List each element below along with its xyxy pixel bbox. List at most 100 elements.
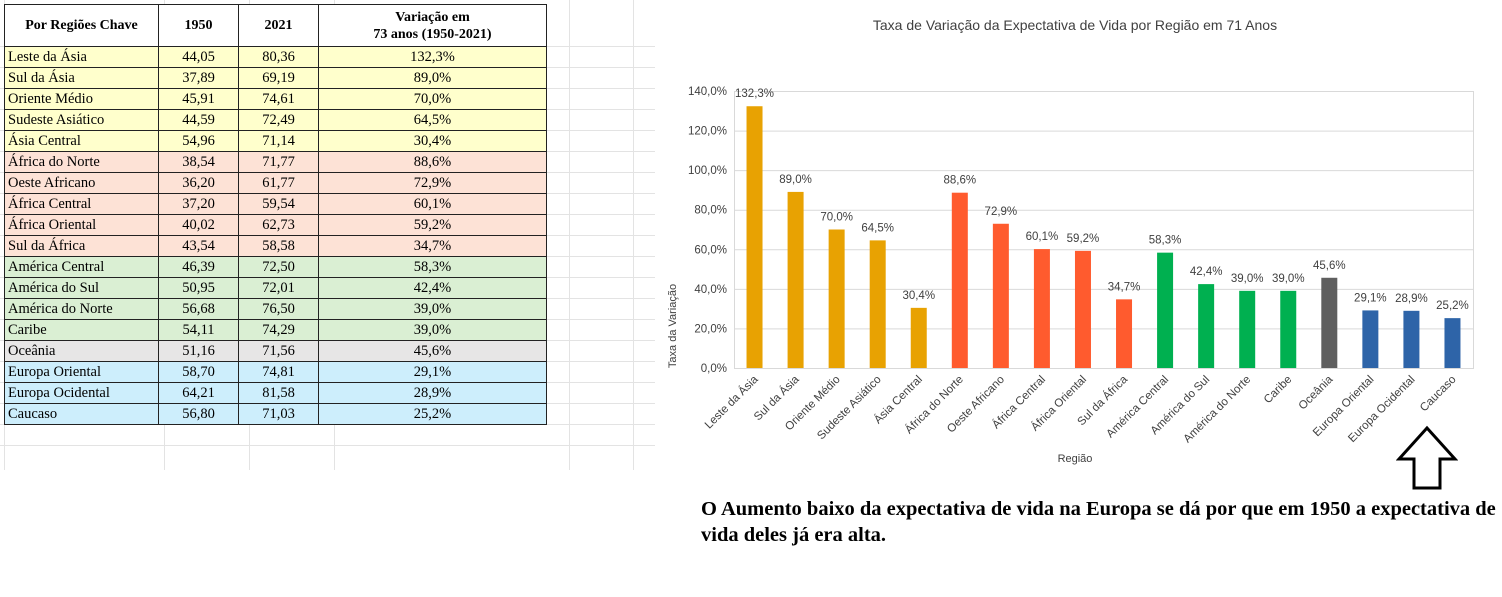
- bar: [1239, 290, 1256, 368]
- cell-2021: 69,19: [238, 67, 319, 89]
- cell-region: América do Sul: [4, 277, 159, 299]
- cell-1950: 64,21: [158, 382, 239, 404]
- cell-1950: 40,02: [158, 214, 239, 236]
- cell-1950: 58,70: [158, 361, 239, 383]
- cell-2021: 80,36: [238, 46, 319, 68]
- data-label: 42,4%: [1190, 266, 1223, 278]
- bar: [1033, 249, 1050, 368]
- table-row: África Central 37,20 59,54 60,1%: [4, 193, 547, 215]
- y-tick-label: 60,0%: [694, 244, 727, 256]
- table-row: Caribe 54,11 74,29 39,0%: [4, 319, 547, 341]
- data-label: 70,0%: [820, 212, 853, 224]
- y-tick-label: 20,0%: [694, 323, 727, 335]
- data-label: 25,2%: [1436, 300, 1469, 312]
- data-label: 64,5%: [861, 222, 894, 234]
- bar: [1321, 277, 1338, 368]
- cell-variation: 64,5%: [318, 109, 547, 131]
- cell-variation: 39,0%: [318, 319, 547, 341]
- bar: [869, 240, 886, 368]
- cell-region: Europa Ocidental: [4, 382, 159, 404]
- data-label: 59,2%: [1067, 233, 1100, 245]
- cell-region: América do Norte: [4, 298, 159, 320]
- bar: [1403, 310, 1420, 368]
- table-body: Leste da Ásia 44,05 80,36 132,3% Sul da Ásia…: [4, 46, 547, 425]
- cell-1950: 45,91: [158, 88, 239, 110]
- cell-1950: 51,16: [158, 340, 239, 362]
- table-header-row: Por Regiões Chave 1950 2021 Variação em …: [4, 4, 547, 47]
- data-label: 60,1%: [1026, 231, 1059, 243]
- header-variation-line2: 73 anos (1950-2021): [373, 26, 492, 42]
- table-row: América do Norte 56,68 76,50 39,0%: [4, 298, 547, 320]
- cell-region: Caucaso: [4, 403, 159, 425]
- cell-variation: 89,0%: [318, 67, 547, 89]
- chart-title: Taxa de Variação da Expectativa de Vida …: [873, 17, 1277, 33]
- data-label: 34,7%: [1108, 281, 1141, 293]
- cell-region: África Central: [4, 193, 159, 215]
- cell-2021: 71,14: [238, 130, 319, 152]
- cell-2021: 74,81: [238, 361, 319, 383]
- data-label: 72,9%: [985, 206, 1018, 218]
- header-variation-line1: Variação em: [395, 9, 470, 25]
- table-row: América Central 46,39 72,50 58,3%: [4, 256, 547, 278]
- cell-variation: 29,1%: [318, 361, 547, 383]
- cell-2021: 58,58: [238, 235, 319, 257]
- cell-1950: 54,96: [158, 130, 239, 152]
- bar: [1157, 252, 1174, 368]
- bar: [828, 229, 845, 368]
- bar: [1444, 318, 1461, 368]
- variation-bar-chart: Taxa de Variação da Expectativa de Vida …: [667, 17, 1474, 465]
- cell-region: Oeste Africano: [4, 172, 159, 194]
- cell-1950: 37,89: [158, 67, 239, 89]
- cell-region: Oceânia: [4, 340, 159, 362]
- cell-variation: 30,4%: [318, 130, 547, 152]
- note-text: O Aumento baixo da expectativa de vida n…: [701, 498, 1496, 546]
- data-label: 89,0%: [779, 174, 812, 186]
- cell-2021: 59,54: [238, 193, 319, 215]
- y-axis-label: Taxa da Variação: [667, 284, 679, 368]
- cell-variation: 45,6%: [318, 340, 547, 362]
- data-label: 58,3%: [1149, 235, 1182, 247]
- data-label: 29,1%: [1354, 292, 1387, 304]
- bar: [1198, 284, 1215, 368]
- table-row: Oeste Africano 36,20 61,77 72,9%: [4, 172, 547, 194]
- cell-region: América Central: [4, 256, 159, 278]
- data-label: 39,0%: [1231, 273, 1264, 285]
- cell-variation: 72,9%: [318, 172, 547, 194]
- cell-region: Sul da Ásia: [4, 67, 159, 89]
- data-label: 88,6%: [944, 175, 977, 187]
- cell-region: Europa Oriental: [4, 361, 159, 383]
- cell-2021: 72,49: [238, 109, 319, 131]
- plot-area: [734, 91, 1474, 369]
- x-tick-label: Caribe: [1262, 374, 1294, 406]
- cell-2021: 71,03: [238, 403, 319, 425]
- cell-1950: 44,05: [158, 46, 239, 68]
- cell-2021: 61,77: [238, 172, 319, 194]
- cell-2021: 76,50: [238, 298, 319, 320]
- cell-2021: 62,73: [238, 214, 319, 236]
- y-tick-label: 120,0%: [688, 126, 727, 138]
- cell-variation: 88,6%: [318, 151, 547, 173]
- cell-2021: 72,01: [238, 277, 319, 299]
- cell-variation: 132,3%: [318, 46, 547, 68]
- data-label: 132,3%: [735, 88, 774, 100]
- table-row: Europa Oriental 58,70 74,81 29,1%: [4, 361, 547, 383]
- table-row: Caucaso 56,80 71,03 25,2%: [4, 403, 547, 425]
- header-2021: 2021: [238, 4, 319, 47]
- table-row: Sul da África 43,54 58,58 34,7%: [4, 235, 547, 257]
- cell-1950: 44,59: [158, 109, 239, 131]
- y-tick-label: 80,0%: [694, 205, 727, 217]
- cell-variation: 60,1%: [318, 193, 547, 215]
- cell-2021: 71,77: [238, 151, 319, 173]
- cell-region: Caribe: [4, 319, 159, 341]
- y-tick-label: 40,0%: [694, 284, 727, 296]
- cell-1950: 38,54: [158, 151, 239, 173]
- table-row: África do Norte 38,54 71,77 88,6%: [4, 151, 547, 173]
- table-row: Sul da Ásia 37,89 69,19 89,0%: [4, 67, 547, 89]
- bar: [787, 191, 804, 368]
- x-tick-label: Caucaso: [1418, 374, 1459, 415]
- cell-2021: 74,29: [238, 319, 319, 341]
- data-label: 45,6%: [1313, 260, 1346, 272]
- table-row: Oceânia 51,16 71,56 45,6%: [4, 340, 547, 362]
- bar: [1362, 310, 1379, 368]
- x-tick-label: Leste da Ásia: [702, 373, 761, 432]
